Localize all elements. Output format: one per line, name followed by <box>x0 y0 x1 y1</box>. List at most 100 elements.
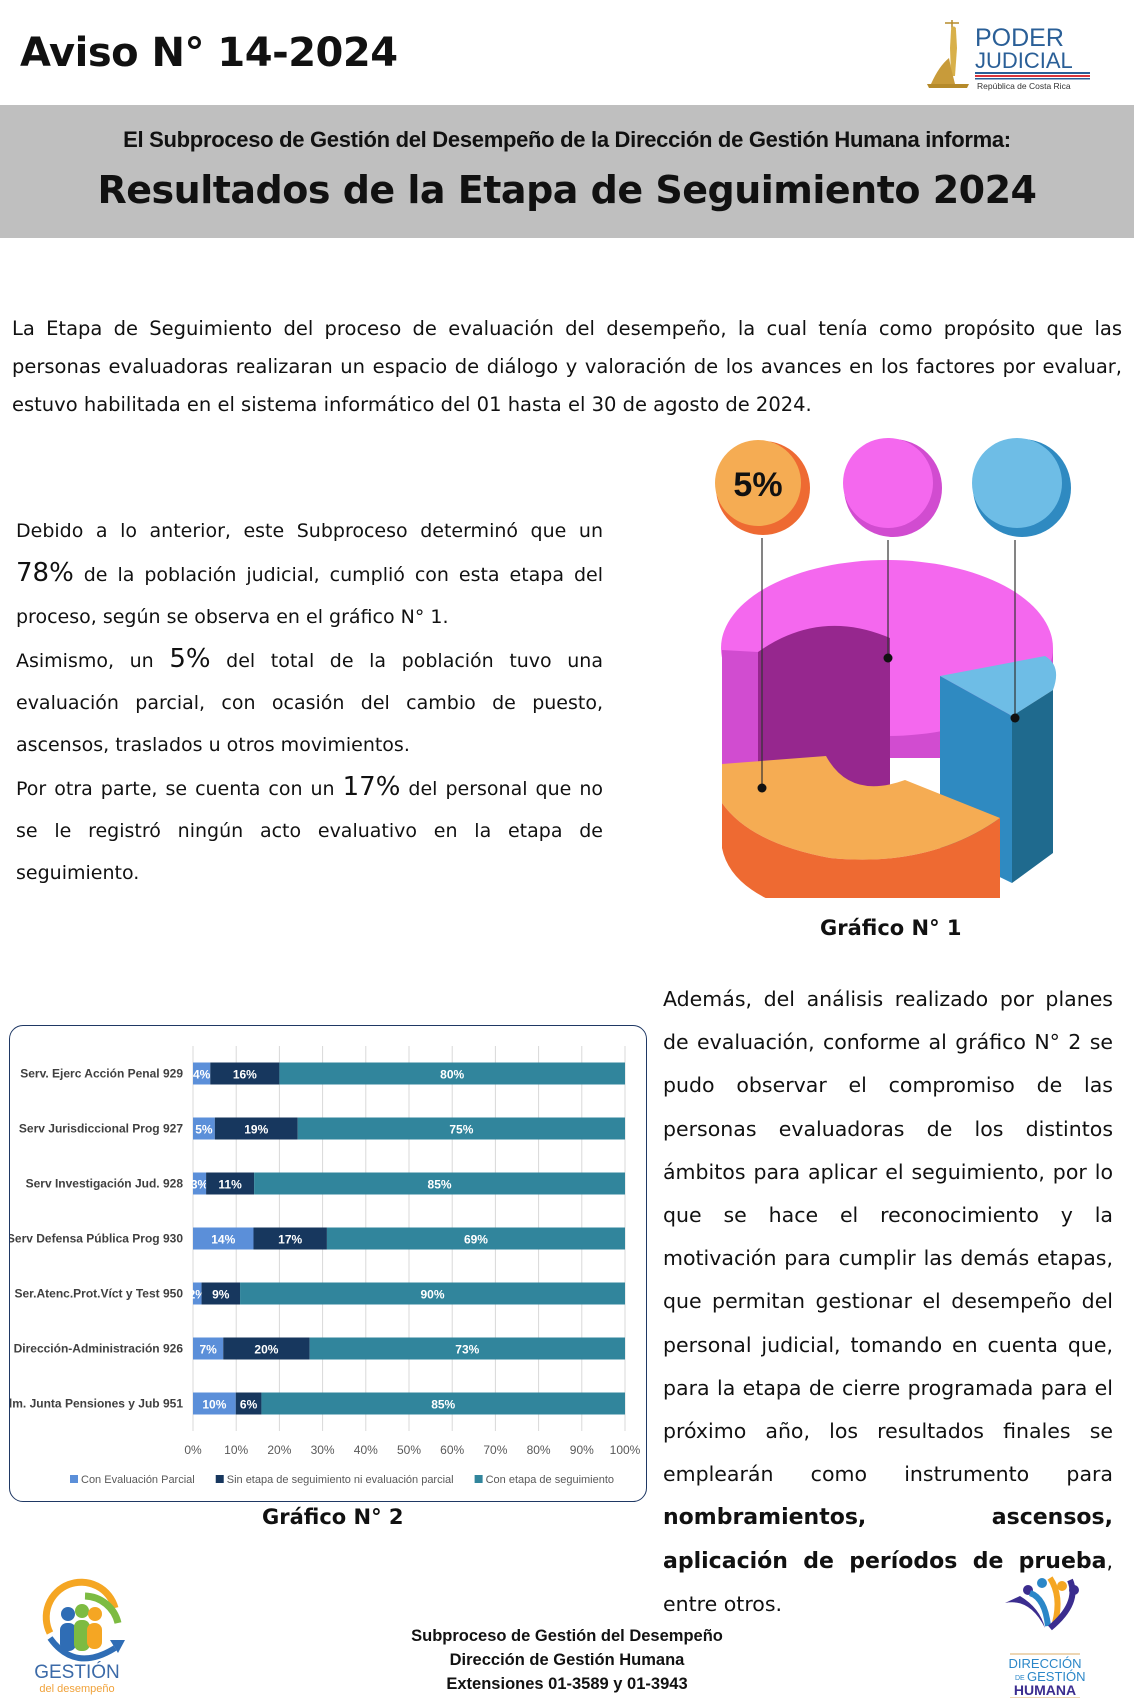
logo-desempeno-text: del desempeño <box>39 1683 114 1695</box>
category-label: Serv Defensa Pública Prog 930 <box>10 1232 183 1246</box>
bar-value-label: 9% <box>212 1288 230 1302</box>
bar-segment <box>193 1227 254 1250</box>
text-span: de la población judicial, cumplió con es… <box>16 564 603 628</box>
x-tick-label: 50% <box>397 1443 421 1457</box>
bar-segment <box>193 1062 211 1085</box>
highlight-17: 17% <box>342 772 401 802</box>
bar-value-label: 3% <box>191 1178 209 1192</box>
bar-segment <box>193 1392 236 1415</box>
category-label: Dirección-Administración 926 <box>14 1342 184 1356</box>
bar-value-label: 80% <box>440 1068 464 1082</box>
text-span: Asimismo, un <box>16 650 170 672</box>
bar-segment <box>254 1172 625 1195</box>
bar-segment <box>297 1117 625 1140</box>
highlight-5: 5% <box>169 644 211 674</box>
chart-2-frame: 0% 10% 20% 30% 40% 50% 60% 70% 80% 90% 100% Serv. E… <box>0 1025 647 1502</box>
logo-direccion-text: DIRECCIÓN <box>1009 1656 1082 1671</box>
bar-value-label: 20% <box>254 1343 278 1357</box>
chart-2-caption: Gráfico N° 2 <box>262 1505 404 1529</box>
footer-line-3: Extensiones 01-3589 y 01-3943 <box>446 1675 688 1693</box>
bar-segment <box>193 1282 202 1305</box>
logo-gestion-text: GESTIÓN <box>1027 1669 1086 1684</box>
highlight-78: 78% <box>16 558 74 588</box>
legend-swatch <box>474 1475 483 1483</box>
pie-slice-17-dark-side <box>1012 690 1053 883</box>
footer-line-2: Dirección de Gestión Humana <box>449 1651 685 1669</box>
bar-value-label: 5% <box>195 1123 213 1137</box>
category-label: Ser.Atenc.Prot.Víct y Test 950 <box>14 1287 183 1301</box>
bar-value-label: 90% <box>421 1288 445 1302</box>
bar-segment <box>206 1172 255 1195</box>
callout-17 <box>972 438 1071 723</box>
logo-de-text: DE <box>1015 1675 1025 1682</box>
legend-label: Con Evaluación Parcial <box>81 1474 195 1486</box>
x-tick-label: 100% <box>610 1443 641 1457</box>
bar-segment <box>193 1337 224 1360</box>
callout-78 <box>843 438 942 663</box>
pie-slice-17-top <box>940 656 1057 716</box>
legend-label: Con etapa de seguimiento <box>486 1474 614 1486</box>
text-span: Por otra parte, se cuenta con un <box>16 778 343 800</box>
bar-value-label: 69% <box>464 1233 488 1247</box>
logo-text-poder: PODER <box>975 24 1064 52</box>
category-label: Serv. Ejerc Acción Penal 929 <box>20 1067 183 1081</box>
footer-line-1: Subproceso de Gestión del Desempeño <box>411 1627 723 1645</box>
title-banner: El Subproceso de Gestión del Desempeño d… <box>0 105 1134 238</box>
bar-value-label: 11% <box>218 1178 242 1192</box>
summary-paragraph-3: Por otra parte, se cuenta con un 17% del… <box>16 766 603 894</box>
chart-1-3d-pie: 5% <box>715 438 1071 898</box>
bar-segment <box>235 1392 262 1415</box>
pie-slice-5-side <box>722 803 1000 898</box>
bar-segment <box>240 1282 625 1305</box>
x-tick-label: 20% <box>267 1443 291 1457</box>
bar-segment <box>279 1062 625 1085</box>
bar-segment <box>261 1392 625 1415</box>
legend-swatch <box>215 1475 224 1483</box>
x-tick-label: 70% <box>483 1443 507 1457</box>
x-tick-label: 10% <box>224 1443 248 1457</box>
bar-value-label: 10% <box>202 1398 226 1412</box>
bar-value-label: 4% <box>193 1068 211 1082</box>
notice-number: Aviso N° 14-2024 <box>20 30 398 76</box>
banner-subtitle: El Subproceso de Gestión del Desempeño d… <box>123 127 1011 152</box>
x-tick-label: 40% <box>354 1443 378 1457</box>
banner-title: Resultados de la Etapa de Seguimiento 20… <box>97 168 1037 212</box>
chart-1-caption: Gráfico N° 1 <box>820 916 962 940</box>
text-span: Además, del análisis realizado por plane… <box>663 987 1113 1487</box>
summary-paragraph-2: Asimismo, un 5% del total de la població… <box>16 638 603 766</box>
bar-value-label: 16% <box>233 1068 257 1082</box>
bar-value-label: 6% <box>240 1398 258 1412</box>
x-tick-label: 80% <box>527 1443 551 1457</box>
chart-2-stacked-bar: 0% 10% 20% 30% 40% 50% 60% 70% 80% 90% 100% Serv. E… <box>0 1046 641 1486</box>
bar-segment <box>201 1282 241 1305</box>
callout-label-5: 5% <box>733 466 782 504</box>
x-tick-label: 0% <box>184 1443 202 1457</box>
bar-value-label: 19% <box>244 1123 268 1137</box>
bar-value-label: 75% <box>449 1123 473 1137</box>
bar-segment <box>253 1227 327 1250</box>
text-span: , entre otros. <box>663 1548 1113 1616</box>
justice-statue-icon <box>927 20 969 88</box>
category-label: Adm. Junta Pensiones y Jub 951 <box>10 1397 183 1411</box>
logo-humana-text: HUMANA <box>1014 1682 1076 1698</box>
text-span: Debido a lo anterior, este Subproceso de… <box>16 520 603 542</box>
bold-uses: nombramientos, ascensos, aplicación de p… <box>663 1505 1113 1574</box>
x-tick-label: 30% <box>311 1443 335 1457</box>
poder-judicial-logo: PODER JUDICIAL República de Costa Rica <box>927 20 1090 91</box>
bar-value-label: 73% <box>455 1343 479 1357</box>
category-label: Serv Investigación Jud. 928 <box>26 1177 184 1191</box>
bar-segment <box>193 1172 207 1195</box>
intro-paragraph: La Etapa de Seguimiento del proceso de e… <box>12 317 1122 416</box>
bar-segment <box>223 1337 310 1360</box>
footer-contact: Subproceso de Gestión del Desempeño Dire… <box>0 1624 1134 1696</box>
callout-5: 5% <box>715 440 810 793</box>
summary-paragraph-1: Debido a lo anterior, este Subproceso de… <box>16 510 603 638</box>
bar-segment <box>214 1117 298 1140</box>
bar-segment <box>326 1227 625 1250</box>
analysis-paragraph: Además, del análisis realizado por plane… <box>663 978 1113 1626</box>
bar-segment <box>193 1117 215 1140</box>
x-tick-label: 60% <box>440 1443 464 1457</box>
bar-value-label: 7% <box>199 1343 217 1357</box>
logo-text-judicial: JUDICIAL <box>975 48 1073 73</box>
text-span: del personal que no se le registró ningú… <box>16 778 603 884</box>
